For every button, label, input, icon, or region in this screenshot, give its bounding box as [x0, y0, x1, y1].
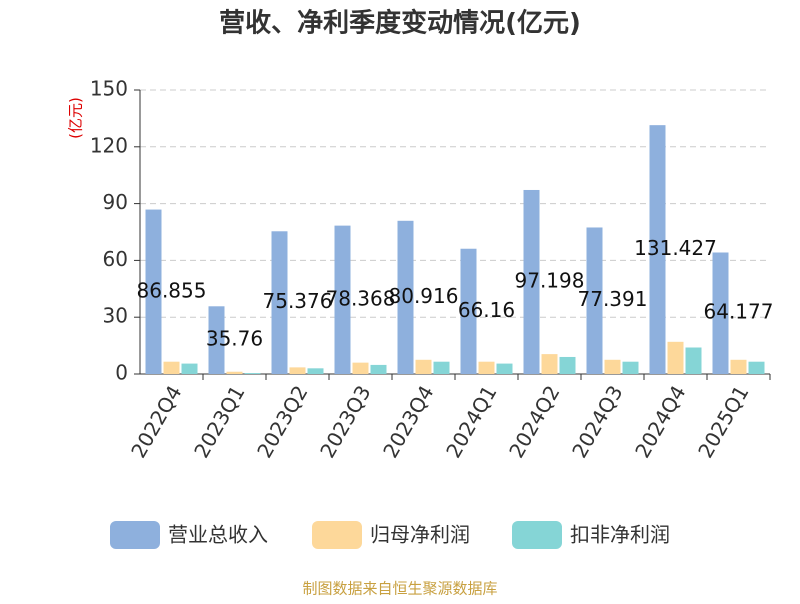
- bar: [433, 361, 450, 374]
- data-label: 35.76: [206, 327, 263, 351]
- x-tick-label: 2023Q1: [189, 381, 249, 462]
- data-label: 66.16: [458, 298, 515, 322]
- bar: [244, 373, 261, 374]
- y-tick-label: 0: [115, 361, 128, 385]
- bar: [352, 362, 369, 374]
- legend-swatch: [110, 521, 160, 549]
- source-note: 制图数据来自恒生聚源数据库: [302, 580, 497, 598]
- bar: [712, 252, 729, 374]
- bar: [181, 363, 198, 374]
- bar: [415, 359, 432, 374]
- bar: [649, 125, 666, 374]
- bar: [226, 371, 243, 374]
- bar: [370, 364, 387, 374]
- bar: [397, 220, 414, 374]
- bar: [163, 361, 180, 374]
- bar: [496, 363, 513, 374]
- x-tick-label: 2024Q4: [630, 381, 690, 462]
- y-tick-label: 60: [103, 247, 128, 271]
- data-label: 78.368: [326, 286, 396, 310]
- y-tick-label: 120: [90, 133, 128, 157]
- bar: [541, 354, 558, 374]
- x-tick-label: 2024Q1: [441, 381, 501, 462]
- bar: [145, 209, 162, 374]
- legend-label: 归母净利润: [370, 523, 470, 547]
- data-label: 86.855: [137, 278, 207, 302]
- x-tick-label: 2025Q1: [693, 381, 753, 462]
- data-label: 75.376: [263, 289, 333, 313]
- bar: [289, 367, 306, 374]
- x-tick-label: 2023Q2: [252, 381, 312, 462]
- y-tick-label: 30: [103, 304, 128, 328]
- legend-label: 营业总收入: [168, 523, 268, 547]
- y-tick-label: 90: [103, 190, 128, 214]
- chart-title: 营收、净利季度变动情况(亿元): [219, 8, 581, 39]
- bar: [667, 341, 684, 374]
- x-tick-label: 2024Q2: [504, 381, 564, 462]
- bar: [460, 248, 477, 374]
- data-label: 131.427: [634, 236, 717, 260]
- bar: [685, 347, 702, 374]
- bar: [586, 227, 603, 374]
- bar: [559, 356, 576, 374]
- bar: [604, 359, 621, 374]
- bar: [334, 225, 351, 374]
- y-tick-label: 150: [90, 77, 128, 101]
- bar: [208, 306, 225, 374]
- y-axis-label: (亿元): [67, 97, 85, 139]
- bar: [478, 361, 495, 374]
- legend-label: 扣非净利润: [570, 523, 670, 547]
- bar: [748, 361, 765, 374]
- bar: [307, 368, 324, 374]
- x-tick-label: 2022Q4: [126, 381, 186, 462]
- data-label: 80.916: [389, 284, 459, 308]
- bar: [523, 189, 540, 374]
- data-label: 97.198: [515, 268, 585, 292]
- data-label: 77.391: [578, 287, 648, 311]
- data-label: 64.177: [704, 300, 774, 324]
- x-tick-label: 2023Q3: [315, 381, 375, 462]
- bar: [622, 361, 639, 374]
- bar: [271, 231, 288, 374]
- x-tick-label: 2023Q4: [378, 381, 438, 462]
- x-tick-label: 2024Q3: [567, 381, 627, 462]
- legend-swatch: [312, 521, 362, 549]
- legend-swatch: [512, 521, 562, 549]
- bar: [730, 359, 747, 374]
